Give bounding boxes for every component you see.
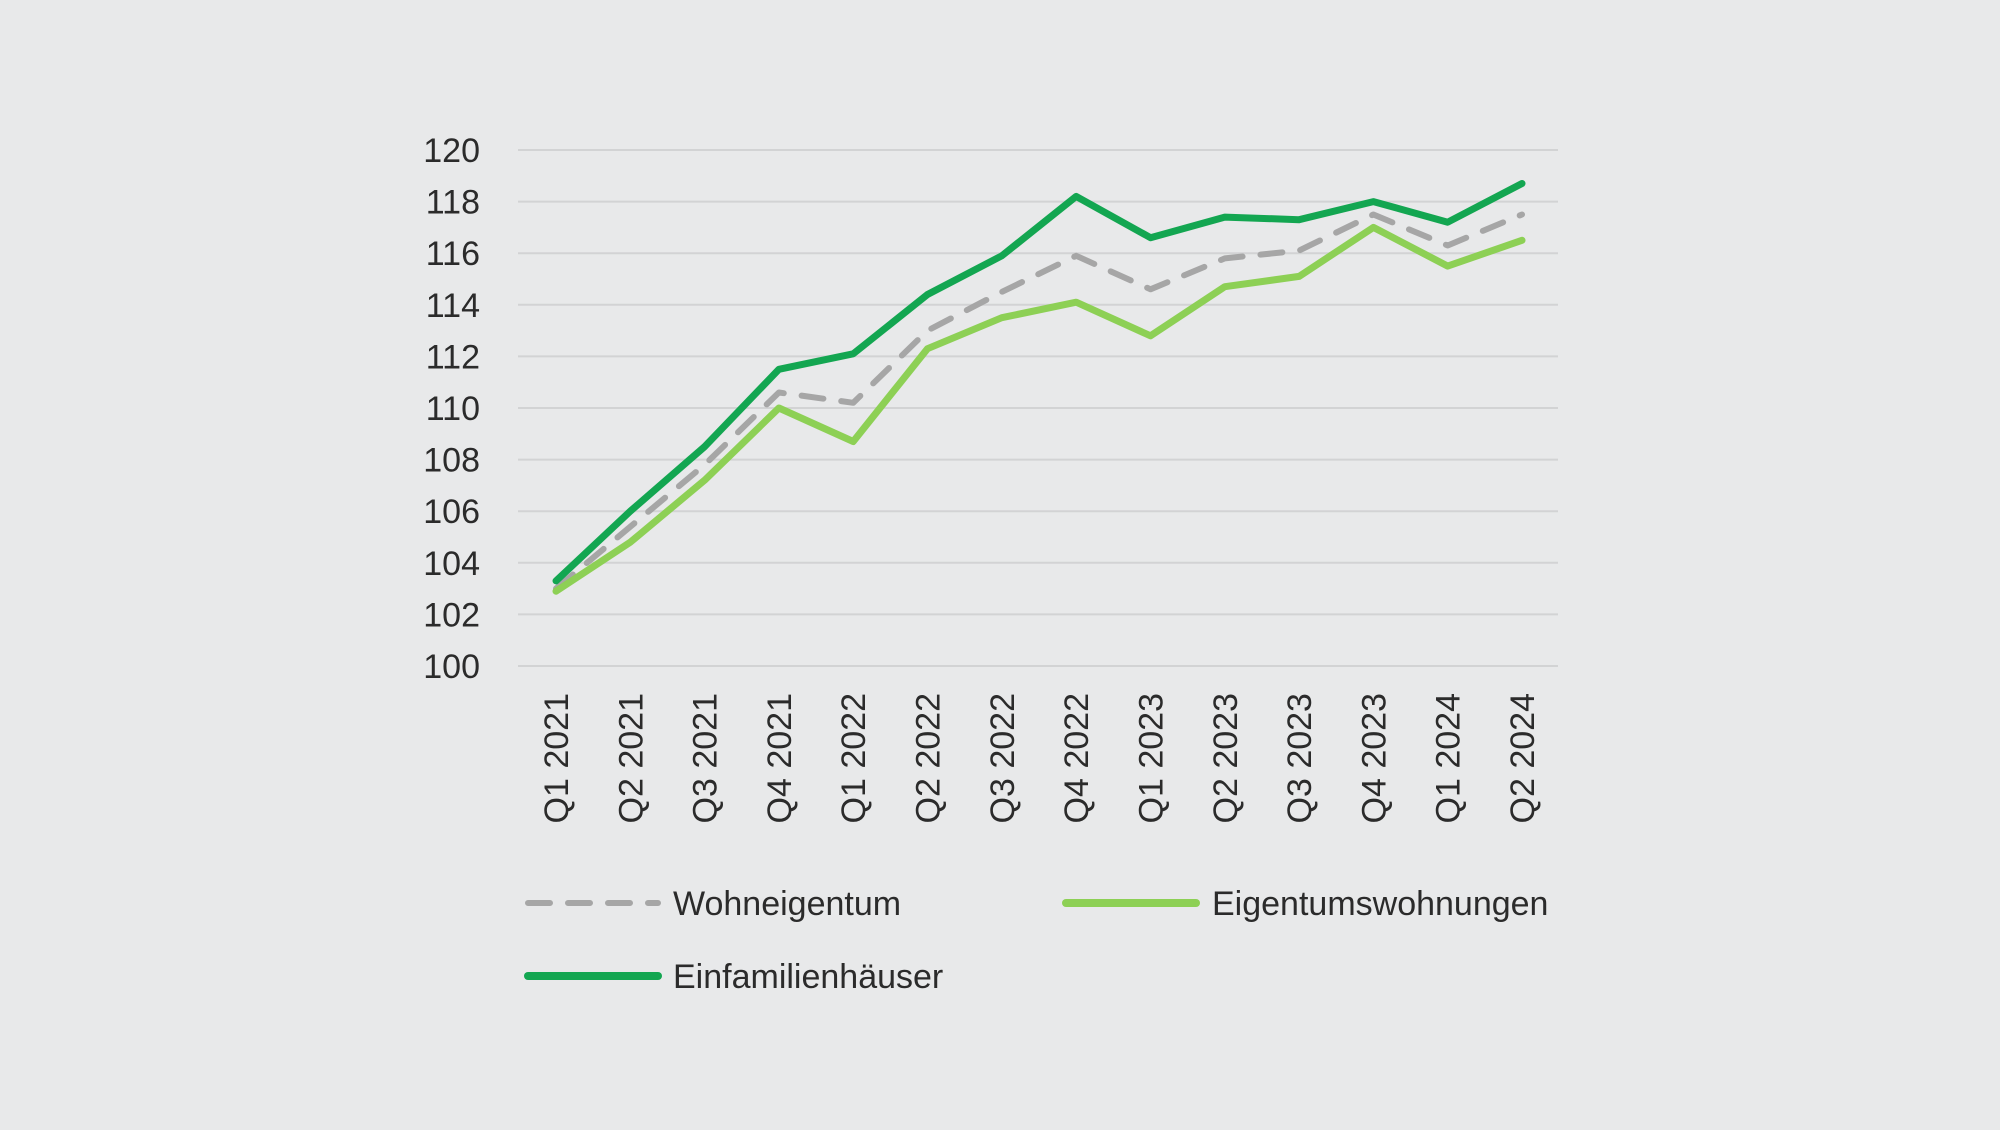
legend-label: Einfamilienhäuser	[673, 958, 943, 996]
y-tick-label: 108	[423, 442, 480, 480]
legend-label: Wohneigentum	[673, 885, 901, 923]
x-tick-label: Q4 2022	[1058, 693, 1096, 823]
series-line-2	[552, 180, 1526, 585]
y-tick-label: 104	[423, 545, 480, 583]
x-tick-label: Q4 2023	[1355, 693, 1393, 823]
legend-item: Einfamilienhäuser	[524, 958, 943, 996]
y-tick-label: 120	[423, 132, 480, 170]
x-tick-label: Q1 2023	[1132, 693, 1170, 823]
x-tick-label: Q1 2022	[835, 693, 873, 823]
legend-item: Wohneigentum	[525, 885, 901, 923]
x-tick-label: Q3 2022	[984, 693, 1022, 823]
y-tick-label: 110	[426, 390, 480, 428]
y-tick-label: 106	[423, 493, 480, 531]
x-tick-label: Q2 2023	[1207, 693, 1245, 823]
x-tick-label: Q2 2022	[910, 693, 948, 823]
x-tick-label: Q4 2021	[761, 693, 799, 823]
series-line-1	[552, 223, 1526, 595]
x-tick-label: Q3 2023	[1281, 693, 1319, 823]
y-axis-ticks: 100 102 104 106 108 110 112 114 116 118 120	[423, 132, 480, 686]
y-tick-label: 100	[423, 648, 480, 686]
series-lines	[552, 180, 1526, 595]
x-tick-label: Q2 2024	[1504, 693, 1542, 823]
legend-label: Eigentumswohnungen	[1212, 885, 1548, 923]
legend-item: Eigentumswohnungen	[1062, 885, 1548, 923]
x-axis-ticks: Q1 2021 Q2 2021 Q3 2021 Q4 2021 Q1 2022 Q2 20…	[538, 693, 1542, 823]
x-tick-label: Q2 2021	[612, 693, 650, 823]
y-tick-label: 114	[426, 287, 480, 325]
x-tick-label: Q3 2021	[687, 693, 725, 823]
x-tick-label: Q1 2021	[538, 693, 576, 823]
x-tick-label: Q1 2024	[1430, 693, 1468, 823]
y-tick-label: 116	[426, 235, 480, 273]
y-tick-label: 102	[423, 596, 480, 634]
y-tick-label: 118	[426, 184, 480, 222]
legend: Wohneigentum Eigentumswohnungen Einfamilie…	[524, 885, 1548, 996]
y-tick-label: 112	[426, 338, 480, 376]
series-line-0	[553, 211, 1525, 592]
